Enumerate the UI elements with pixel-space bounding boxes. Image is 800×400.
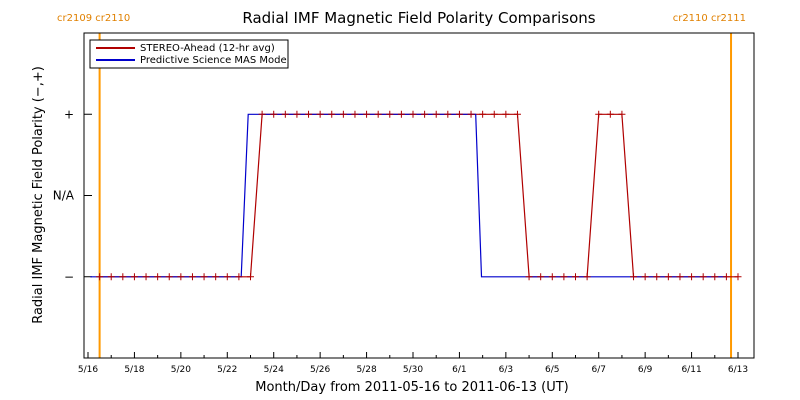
legend-label-mas: Predictive Science MAS Model bbox=[140, 55, 289, 66]
data-point-marker bbox=[363, 110, 371, 118]
data-point-marker bbox=[560, 273, 568, 281]
y-tick-label: + bbox=[64, 107, 74, 121]
x-tick-label: 6/5 bbox=[545, 365, 559, 375]
data-point-marker bbox=[432, 110, 440, 118]
plot-frame bbox=[83, 32, 755, 359]
data-point-marker bbox=[339, 110, 347, 118]
data-point-marker bbox=[409, 110, 417, 118]
data-point-marker bbox=[258, 110, 266, 118]
data-point-marker bbox=[270, 110, 278, 118]
data-point-marker bbox=[548, 273, 556, 281]
legend: STEREO-Ahead (12-hr avg) Predictive Scie… bbox=[89, 39, 289, 69]
data-point-marker bbox=[525, 273, 533, 281]
data-point-marker bbox=[583, 273, 591, 281]
data-point-marker bbox=[664, 273, 672, 281]
x-tick-label: 6/9 bbox=[638, 365, 653, 375]
carrington-label: cr2110 cr2111 bbox=[673, 13, 746, 24]
y-tick-label: − bbox=[64, 270, 74, 284]
x-tick-label: 6/11 bbox=[681, 365, 701, 375]
data-point-marker bbox=[397, 110, 405, 118]
data-point-marker bbox=[351, 110, 359, 118]
data-point-marker bbox=[606, 110, 614, 118]
data-point-marker bbox=[165, 273, 173, 281]
data-point-marker bbox=[177, 273, 185, 281]
x-axis-label: Month/Day from 2011-05-16 to 2011-06-13 … bbox=[255, 380, 568, 395]
x-tick-label: 6/1 bbox=[452, 365, 466, 375]
data-point-marker bbox=[479, 110, 487, 118]
carrington-lines bbox=[98, 33, 733, 358]
data-point-marker bbox=[130, 273, 138, 281]
x-tick-label: 5/24 bbox=[264, 365, 284, 375]
chart-title: Radial IMF Magnetic Field Polarity Compa… bbox=[242, 9, 595, 27]
data-point-marker bbox=[107, 273, 115, 281]
x-tick-label: 5/28 bbox=[356, 365, 376, 375]
x-tick-label: 5/18 bbox=[124, 365, 144, 375]
legend-box bbox=[89, 39, 289, 69]
x-tick-label: 6/7 bbox=[591, 365, 605, 375]
x-tick-label: 5/26 bbox=[310, 365, 330, 375]
data-point-marker bbox=[223, 273, 231, 281]
data-point-marker bbox=[630, 273, 638, 281]
data-point-marker bbox=[490, 110, 498, 118]
series-line-mas bbox=[90, 113, 727, 278]
data-point-marker bbox=[711, 273, 719, 281]
data-point-marker bbox=[316, 110, 324, 118]
data-point-marker bbox=[374, 110, 382, 118]
x-tick-label: 6/13 bbox=[728, 365, 748, 375]
data-point-marker bbox=[281, 110, 289, 118]
data-point-marker bbox=[513, 110, 521, 118]
data-point-marker bbox=[699, 273, 707, 281]
x-tick-label: 5/30 bbox=[403, 365, 423, 375]
legend-label-stereo: STEREO-Ahead (12-hr avg) bbox=[140, 43, 275, 54]
data-point-marker bbox=[96, 273, 104, 281]
carrington-labels: cr2109 cr2110 cr2110 cr2111 bbox=[57, 13, 746, 24]
y-tick-label: N/A bbox=[53, 189, 75, 203]
data-point-marker bbox=[722, 273, 730, 281]
data-point-marker bbox=[235, 273, 243, 281]
data-point-marker bbox=[421, 110, 429, 118]
data-point-marker bbox=[188, 273, 196, 281]
data-point-marker bbox=[444, 110, 452, 118]
x-tick-label: 5/22 bbox=[217, 365, 237, 375]
x-tick-label: 5/20 bbox=[171, 365, 191, 375]
data-point-marker bbox=[502, 110, 510, 118]
y-axis-ticks: + N/A − bbox=[53, 107, 92, 284]
data-point-marker bbox=[537, 273, 545, 281]
data-point-marker bbox=[595, 110, 603, 118]
data-point-marker bbox=[305, 110, 313, 118]
x-tick-label: 5/16 bbox=[78, 365, 98, 375]
data-point-marker bbox=[467, 110, 475, 118]
y-axis-label: Radial IMF Magnetic Field Polarity (−,+) bbox=[31, 66, 46, 324]
data-point-marker bbox=[293, 110, 301, 118]
data-point-marker bbox=[618, 110, 626, 118]
data-point-marker bbox=[200, 273, 208, 281]
data-point-marker bbox=[653, 273, 661, 281]
series-line-stereo bbox=[99, 113, 738, 278]
data-point-marker bbox=[142, 273, 150, 281]
data-point-marker bbox=[247, 273, 254, 281]
data-point-marker bbox=[119, 273, 127, 281]
carrington-label: cr2109 cr2110 bbox=[57, 13, 130, 24]
data-point-marker bbox=[641, 273, 649, 281]
data-point-marker bbox=[572, 273, 579, 281]
data-point-marker bbox=[154, 273, 162, 281]
data-point-marker bbox=[676, 273, 684, 281]
series-layer bbox=[90, 110, 742, 281]
data-point-marker bbox=[734, 273, 742, 281]
x-axis-ticks: 5/16 5/18 5/20 5/22 5/24 5/26 5/28 5/30 6/1 6/3 6/… bbox=[78, 352, 748, 375]
data-point-marker bbox=[328, 110, 336, 118]
data-point-marker bbox=[386, 110, 394, 118]
data-point-marker bbox=[688, 273, 696, 281]
data-point-marker bbox=[212, 273, 220, 281]
x-tick-label: 6/3 bbox=[499, 365, 513, 375]
data-point-marker bbox=[455, 110, 463, 118]
